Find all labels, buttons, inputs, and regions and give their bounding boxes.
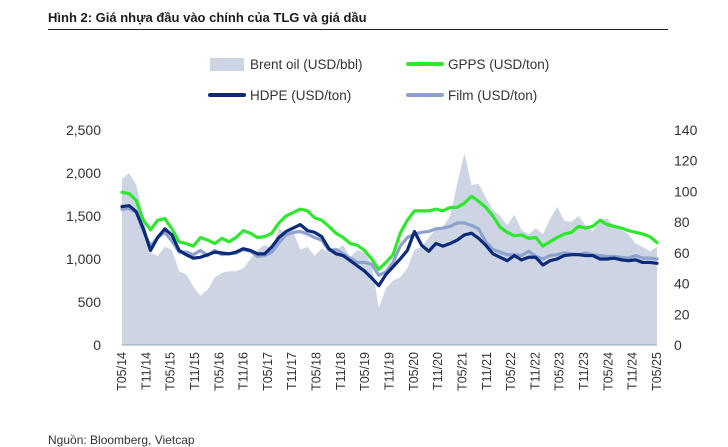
x-tick-label: T05/22 <box>504 352 518 391</box>
x-tick-label: T05/18 <box>310 352 324 391</box>
x-tick-label: T05/23 <box>553 352 567 391</box>
x-tick-label: T11/21 <box>480 352 494 390</box>
x-tick-label: T05/20 <box>407 352 421 391</box>
legend-label-gpps: GPPS (USD/ton) <box>448 57 549 72</box>
legend-label-hdpe: HDPE (USD/ton) <box>250 88 351 103</box>
x-tick-label: T11/24 <box>626 352 640 390</box>
x-tick-label: T11/20 <box>431 352 445 390</box>
x-tick-label: T05/17 <box>261 352 275 391</box>
x-tick-label: T05/21 <box>456 352 470 391</box>
legend-swatch-brent <box>210 58 244 71</box>
series-line-gpps <box>120 190 659 271</box>
y2-tick-label: 120 <box>674 153 698 169</box>
y2-tick-label: 20 <box>674 306 690 322</box>
x-tick-label: T11/23 <box>577 352 591 390</box>
y-tick-label: 0 <box>93 337 101 353</box>
y2-tick-label: 140 <box>674 122 698 138</box>
y-tick-label: 500 <box>78 294 102 310</box>
y2-tick-label: 60 <box>674 245 690 261</box>
legend-label-brent: Brent oil (USD/bbl) <box>250 57 363 72</box>
x-tick-label: T11/19 <box>383 352 397 390</box>
x-tick-label: T11/18 <box>334 352 348 390</box>
y-tick-label: 1,500 <box>66 208 101 224</box>
y2-tick-label: 100 <box>674 183 698 199</box>
figure-title: Hình 2: Giá nhựa đầu vào chính của TLG v… <box>48 10 367 25</box>
x-tick-label: T05/25 <box>650 352 664 391</box>
series-area-brent <box>122 153 657 345</box>
x-tick-label: T11/15 <box>188 352 202 390</box>
legend-label-film: Film (USD/ton) <box>448 88 537 103</box>
x-tick-label: T11/22 <box>528 352 542 390</box>
series-line-hdpe <box>120 204 659 288</box>
plot-area <box>120 153 659 345</box>
x-tick-label: T11/17 <box>285 352 299 390</box>
y2-tick-label: 0 <box>674 337 682 353</box>
x-tick-label: T11/14 <box>139 352 153 390</box>
x-tick-label: T05/15 <box>164 352 178 391</box>
source-note: Nguồn: Bloomberg, Vietcap <box>48 433 195 447</box>
x-tick-label: T05/16 <box>212 352 226 391</box>
y-tick-label: 1,000 <box>66 251 101 267</box>
x-tick-label: T11/16 <box>237 352 251 390</box>
title-rule <box>48 29 668 30</box>
y2-tick-label: 40 <box>674 276 690 292</box>
y-tick-label: 2,500 <box>66 122 101 138</box>
axes: 2,500 2,000 1,500 1,000 500 0 140 120 100 80 60 40 2… <box>66 122 698 391</box>
y2-tick-label: 80 <box>674 214 690 230</box>
y-tick-label: 2,000 <box>66 165 101 181</box>
x-tick-label: T05/19 <box>358 352 372 391</box>
x-tick-label: T05/14 <box>115 352 129 391</box>
legend: Brent oil (USD/bbl) GPPS (USD/ton) HDPE (U… <box>208 57 549 103</box>
x-tick-label: T05/24 <box>601 352 615 391</box>
